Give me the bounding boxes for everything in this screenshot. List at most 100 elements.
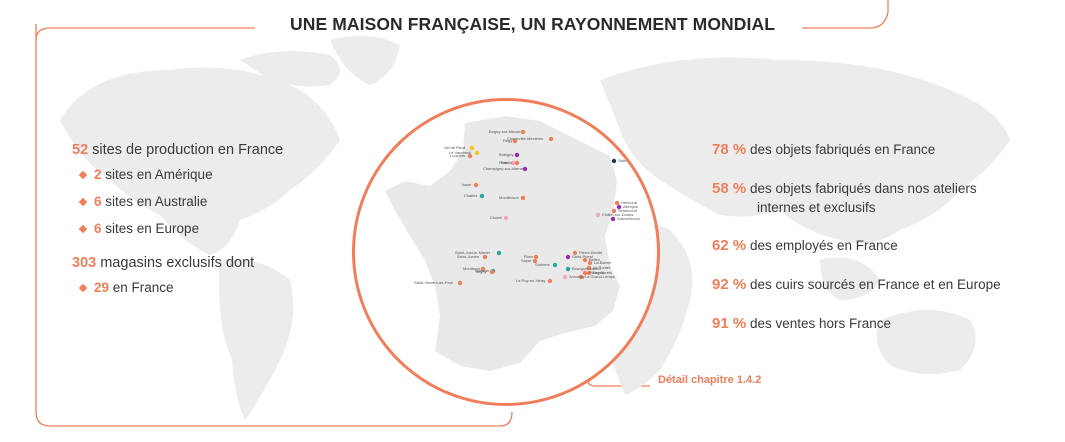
city-dot (565, 266, 571, 272)
city-dot (469, 145, 475, 151)
city-label: Sorbiers (535, 262, 550, 267)
city-label: Challes (464, 193, 478, 198)
city-label: Nontron (475, 268, 490, 273)
production-sites-stat: 52 sites de production en France (72, 139, 283, 161)
stat-number: 6 (94, 194, 102, 209)
city-dot (582, 257, 588, 263)
page-title: UNE MAISON FRANÇAISE, UN RAYONNEMENT MON… (0, 14, 1065, 35)
city-dot (467, 153, 473, 159)
city-label: Saint-Junien (457, 254, 480, 259)
city-label: Héricourt (621, 200, 638, 205)
city-label: Saint-Vincent-de-Paul (414, 280, 453, 285)
city-dot (547, 278, 553, 284)
city-dot (548, 136, 554, 142)
stat-text: des cuirs sourcés en France et en Europe (746, 277, 1001, 292)
city-label: Le Vaudreuil (449, 150, 472, 155)
city-dot (611, 208, 617, 214)
stat-number: 58 % (712, 180, 747, 197)
stat-number: 62 % (712, 237, 747, 254)
city-label: Annonay (569, 274, 585, 279)
left-stats: 52 sites de production en France 2 sites… (72, 139, 283, 301)
city-label: Sancellemoz (617, 216, 640, 221)
sub-stat-america: 2 sites en Amérique (78, 161, 283, 188)
city-dot (503, 215, 509, 221)
stat-number: 6 (94, 221, 102, 236)
city-label: Montbrison (499, 195, 519, 200)
diamond-bullet-icon (78, 283, 88, 293)
city-label: Saint-Just-le-Martel (455, 250, 490, 255)
city-label: Saint-Priest (572, 254, 593, 259)
city-label: Louviers (450, 153, 466, 158)
city-label: Sayat (521, 258, 532, 263)
stat-text: magasins exclusifs dont (96, 255, 255, 271)
stat-text: des objets fabriqués en France (746, 142, 936, 157)
city-dot (586, 270, 592, 276)
city-dot (616, 204, 622, 210)
stat-text: des employés en France (746, 238, 898, 253)
stat-text: sites en Europe (101, 221, 200, 236)
city-label: Pantin (501, 160, 513, 165)
stat-number: 2 (94, 167, 102, 182)
stat-text: des ventes hors France (746, 316, 892, 331)
city-dot (587, 260, 593, 266)
detail-chapter-link[interactable]: Détail chapitre 1.4.2 (658, 374, 762, 386)
city-dot (522, 166, 528, 172)
city-label: Isigny (476, 269, 487, 274)
city-dot (614, 200, 620, 206)
city-label: Fillinges (589, 270, 604, 275)
city-dot (586, 265, 592, 271)
city-label: Montbron (463, 266, 480, 271)
city-label: Cholet (490, 215, 502, 220)
city-dot (514, 160, 520, 166)
city-dot (572, 250, 578, 256)
city-dot (532, 258, 538, 264)
stat-number: 303 (72, 255, 97, 271)
stat-number: 92 % (712, 276, 747, 293)
stat-text-continued: internes et exclusifs (757, 200, 876, 215)
city-label: Charleville-Mézières (507, 136, 544, 141)
france-map-circle: Bogny-sur-Meuse Rugy Charleville-Mézières V… (352, 98, 660, 406)
city-dot (578, 274, 584, 280)
diamond-bullet-icon (78, 197, 88, 207)
stat-employees-france: 62 % des employés en France (712, 236, 898, 255)
sub-stat-australia: 6 sites en Australie (78, 188, 283, 215)
city-dot (496, 250, 502, 256)
city-label: Le Pontet (593, 265, 611, 270)
city-dot (552, 262, 558, 268)
stat-text: sites en Australie (101, 194, 208, 209)
city-dot (482, 254, 488, 260)
city-label: Belley (589, 257, 600, 262)
city-label: Rugy (503, 138, 513, 143)
city-dot (520, 195, 526, 201)
city-dot (473, 182, 479, 188)
city-dot (533, 254, 539, 260)
city-label: Riom (524, 254, 534, 259)
city-dot (611, 158, 617, 164)
city-label: Le Grand-Lemps (585, 274, 616, 279)
city-label: Val de Reuil (444, 145, 466, 150)
sub-stat-stores-france: 29 en France (78, 274, 283, 301)
sub-stat-europe: 6 sites en Europe (78, 215, 283, 242)
diamond-bullet-icon (78, 170, 88, 180)
city-dot (595, 212, 601, 218)
stat-objects-workshops: 58 % des objets fabriqués dans nos ateli… (712, 179, 977, 217)
city-label: Bourgoin-Jallieu (572, 266, 601, 271)
city-label: Champigny-sur-Marne (483, 166, 523, 171)
city-dot (489, 269, 495, 275)
city-dot (582, 270, 588, 276)
stores-stat: 303 magasins exclusifs dont (72, 252, 283, 274)
stat-text: sites de production en France (88, 142, 284, 158)
city-dot (510, 160, 516, 166)
france-map (385, 116, 622, 371)
stat-sales-abroad: 91 % des ventes hors France (712, 314, 891, 333)
city-label: Le Puy-en-Velay (516, 278, 546, 283)
stat-objects-france: 78 % des objets fabriqués en France (712, 140, 935, 159)
city-dot (565, 254, 571, 260)
city-dot (512, 138, 518, 144)
city-label: Isssé (462, 182, 472, 187)
city-dot (479, 193, 485, 199)
city-dot (474, 150, 480, 156)
city-dot (480, 266, 486, 272)
city-dot (520, 129, 526, 135)
city-label: Seloncourt (618, 208, 638, 213)
